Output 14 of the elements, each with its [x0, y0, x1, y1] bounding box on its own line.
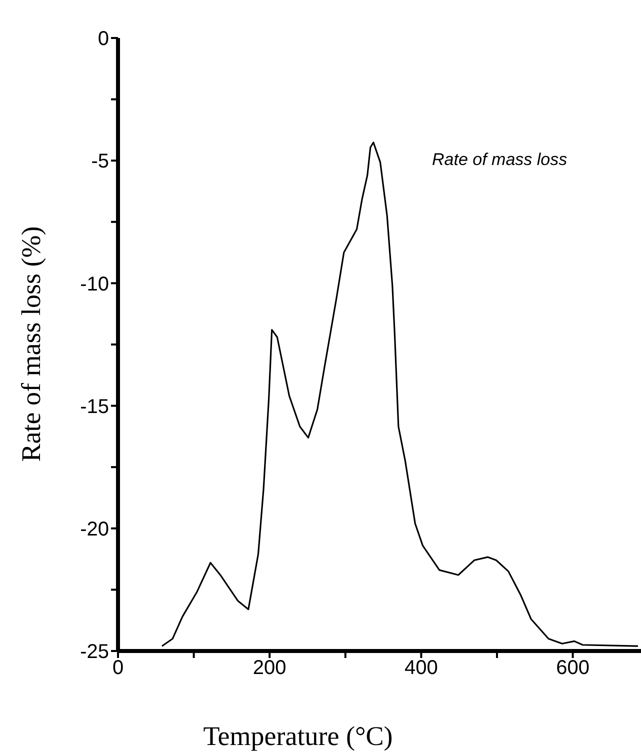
x-tick-label: 400: [404, 657, 438, 680]
y-axis-title: Rate of mass loss (%): [16, 226, 46, 462]
y-tick-label: -10: [80, 273, 109, 296]
line-series: [161, 142, 639, 647]
x-tick-label: 600: [556, 657, 590, 680]
y-tick-label: -20: [80, 518, 109, 540]
y-tick-label: -15: [80, 396, 109, 418]
annotation: Rate of mass loss: [432, 150, 568, 170]
y-tick-label: -25: [80, 641, 109, 664]
x-tick-label: 0: [112, 657, 124, 680]
x-tick-label: 200: [252, 657, 286, 680]
x-axis-title: Temperature (°C): [203, 721, 393, 751]
y-tick-label: -5: [91, 150, 109, 173]
y-tick-label: 0: [98, 28, 109, 50]
